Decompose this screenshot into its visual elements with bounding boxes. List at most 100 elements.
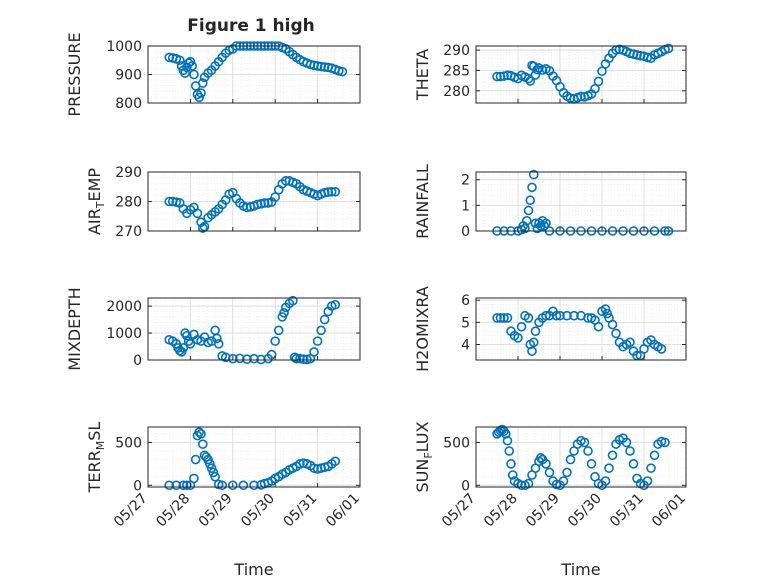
- data-point: [541, 310, 551, 321]
- x-axis-label: Time: [233, 560, 273, 579]
- data-point: [175, 55, 185, 66]
- data-point: [530, 326, 541, 337]
- data-point: [187, 61, 197, 71]
- data-point: [197, 223, 208, 233]
- data-point: [288, 295, 298, 306]
- data-point: [525, 195, 536, 206]
- y-tick-label: 280: [443, 84, 470, 100]
- data-point: [316, 61, 326, 72]
- data-point: [164, 196, 174, 207]
- data-point: [523, 313, 534, 323]
- y-tick-label: 4: [461, 338, 470, 354]
- data-point: [600, 476, 611, 486]
- data-point: [642, 476, 653, 486]
- data-point: [660, 437, 670, 448]
- x-tick-label: 05/31: [281, 491, 321, 531]
- data-point: [270, 336, 281, 346]
- x-tick-label: 05/29: [523, 491, 563, 531]
- x-tick-label: 06/01: [649, 491, 689, 531]
- plot-area: [476, 298, 686, 360]
- data-point: [270, 192, 281, 202]
- data-point: [576, 91, 586, 102]
- data-point: [330, 186, 341, 197]
- y-tick-label: 500: [443, 435, 470, 451]
- data-point: [523, 478, 534, 489]
- data-point: [196, 88, 206, 98]
- y-tick-label: 0: [133, 478, 142, 494]
- axes-box: [147, 297, 361, 361]
- data-point: [516, 321, 527, 332]
- data-point: [291, 353, 302, 364]
- data-point: [337, 66, 348, 77]
- data-point: [579, 437, 590, 448]
- data-point: [500, 429, 511, 439]
- data-point: [558, 476, 569, 486]
- data-point: [228, 353, 238, 364]
- data-point: [279, 308, 289, 318]
- data-point: [535, 221, 546, 231]
- data-point: [319, 187, 330, 198]
- data-point: [532, 64, 543, 75]
- data-point: [273, 325, 284, 336]
- data-point: [502, 313, 513, 323]
- data-point: [238, 480, 249, 491]
- subplot-sun-flux: 0 500 05/27 05/28 05/29 05/30 05/31 06/01 Time SU…: [413, 421, 689, 579]
- data-point: [600, 304, 611, 314]
- y-axis-label: MIXDEPTH: [65, 287, 84, 370]
- data-point: [604, 463, 614, 473]
- data-point: [228, 480, 238, 491]
- data-point: [513, 333, 523, 343]
- y-tick-label: 5: [461, 315, 470, 331]
- data-point: [562, 467, 572, 478]
- data-point: [326, 186, 337, 197]
- plot-area: [476, 172, 686, 231]
- data-point: [189, 69, 199, 80]
- data-point: [621, 437, 632, 448]
- data-point: [206, 463, 217, 473]
- data-point: [266, 349, 277, 360]
- y-tick-label: 0: [461, 478, 470, 494]
- x-tick-label: 05/29: [196, 491, 236, 531]
- data-point: [492, 71, 502, 82]
- data-point: [502, 435, 513, 446]
- data-point: [178, 343, 189, 353]
- y-tick-label: 2: [461, 173, 470, 189]
- data-point: [312, 61, 323, 71]
- data-point: [185, 339, 196, 349]
- x-tick-label: 05/31: [607, 491, 647, 531]
- axes-box: [475, 171, 687, 232]
- data-point: [607, 319, 618, 330]
- x-tick-label: 05/30: [238, 491, 278, 531]
- data-point: [190, 454, 201, 465]
- data-point: [535, 453, 546, 463]
- data-point: [180, 68, 190, 78]
- y-tick-label: 270: [115, 224, 142, 240]
- data-point: [323, 187, 334, 197]
- data-point: [298, 354, 309, 364]
- data-point: [330, 456, 341, 467]
- y-tick-label: 2000: [106, 299, 142, 315]
- data-point: [499, 313, 509, 323]
- data-point: [555, 310, 565, 321]
- y-tick-label: 6: [461, 293, 470, 309]
- data-point: [541, 218, 551, 229]
- data-point: [504, 446, 515, 456]
- y-tick-label: 0: [133, 353, 142, 369]
- x-tick-label: 05/27: [111, 491, 151, 531]
- data-point: [593, 76, 604, 87]
- data-point: [492, 313, 502, 323]
- axes-box: [475, 297, 687, 361]
- data-point: [213, 339, 224, 349]
- y-axis-label: SUNFLUX: [413, 421, 435, 492]
- data-point: [528, 337, 539, 348]
- data-point: [309, 347, 319, 357]
- data-point: [259, 198, 270, 208]
- data-point: [663, 43, 674, 54]
- data-point: [178, 480, 189, 491]
- data-point: [217, 480, 227, 491]
- subplot-terr-msl: 0 500 05/27 05/28 05/29 05/30 05/31 06/01 Time TE…: [85, 422, 363, 579]
- subplot-h2omixra: 4 5 6 H2OMIXRA: [413, 286, 687, 372]
- data-point: [607, 450, 618, 461]
- y-axis-label: AIRTEMP: [85, 168, 107, 235]
- data-point: [521, 215, 532, 226]
